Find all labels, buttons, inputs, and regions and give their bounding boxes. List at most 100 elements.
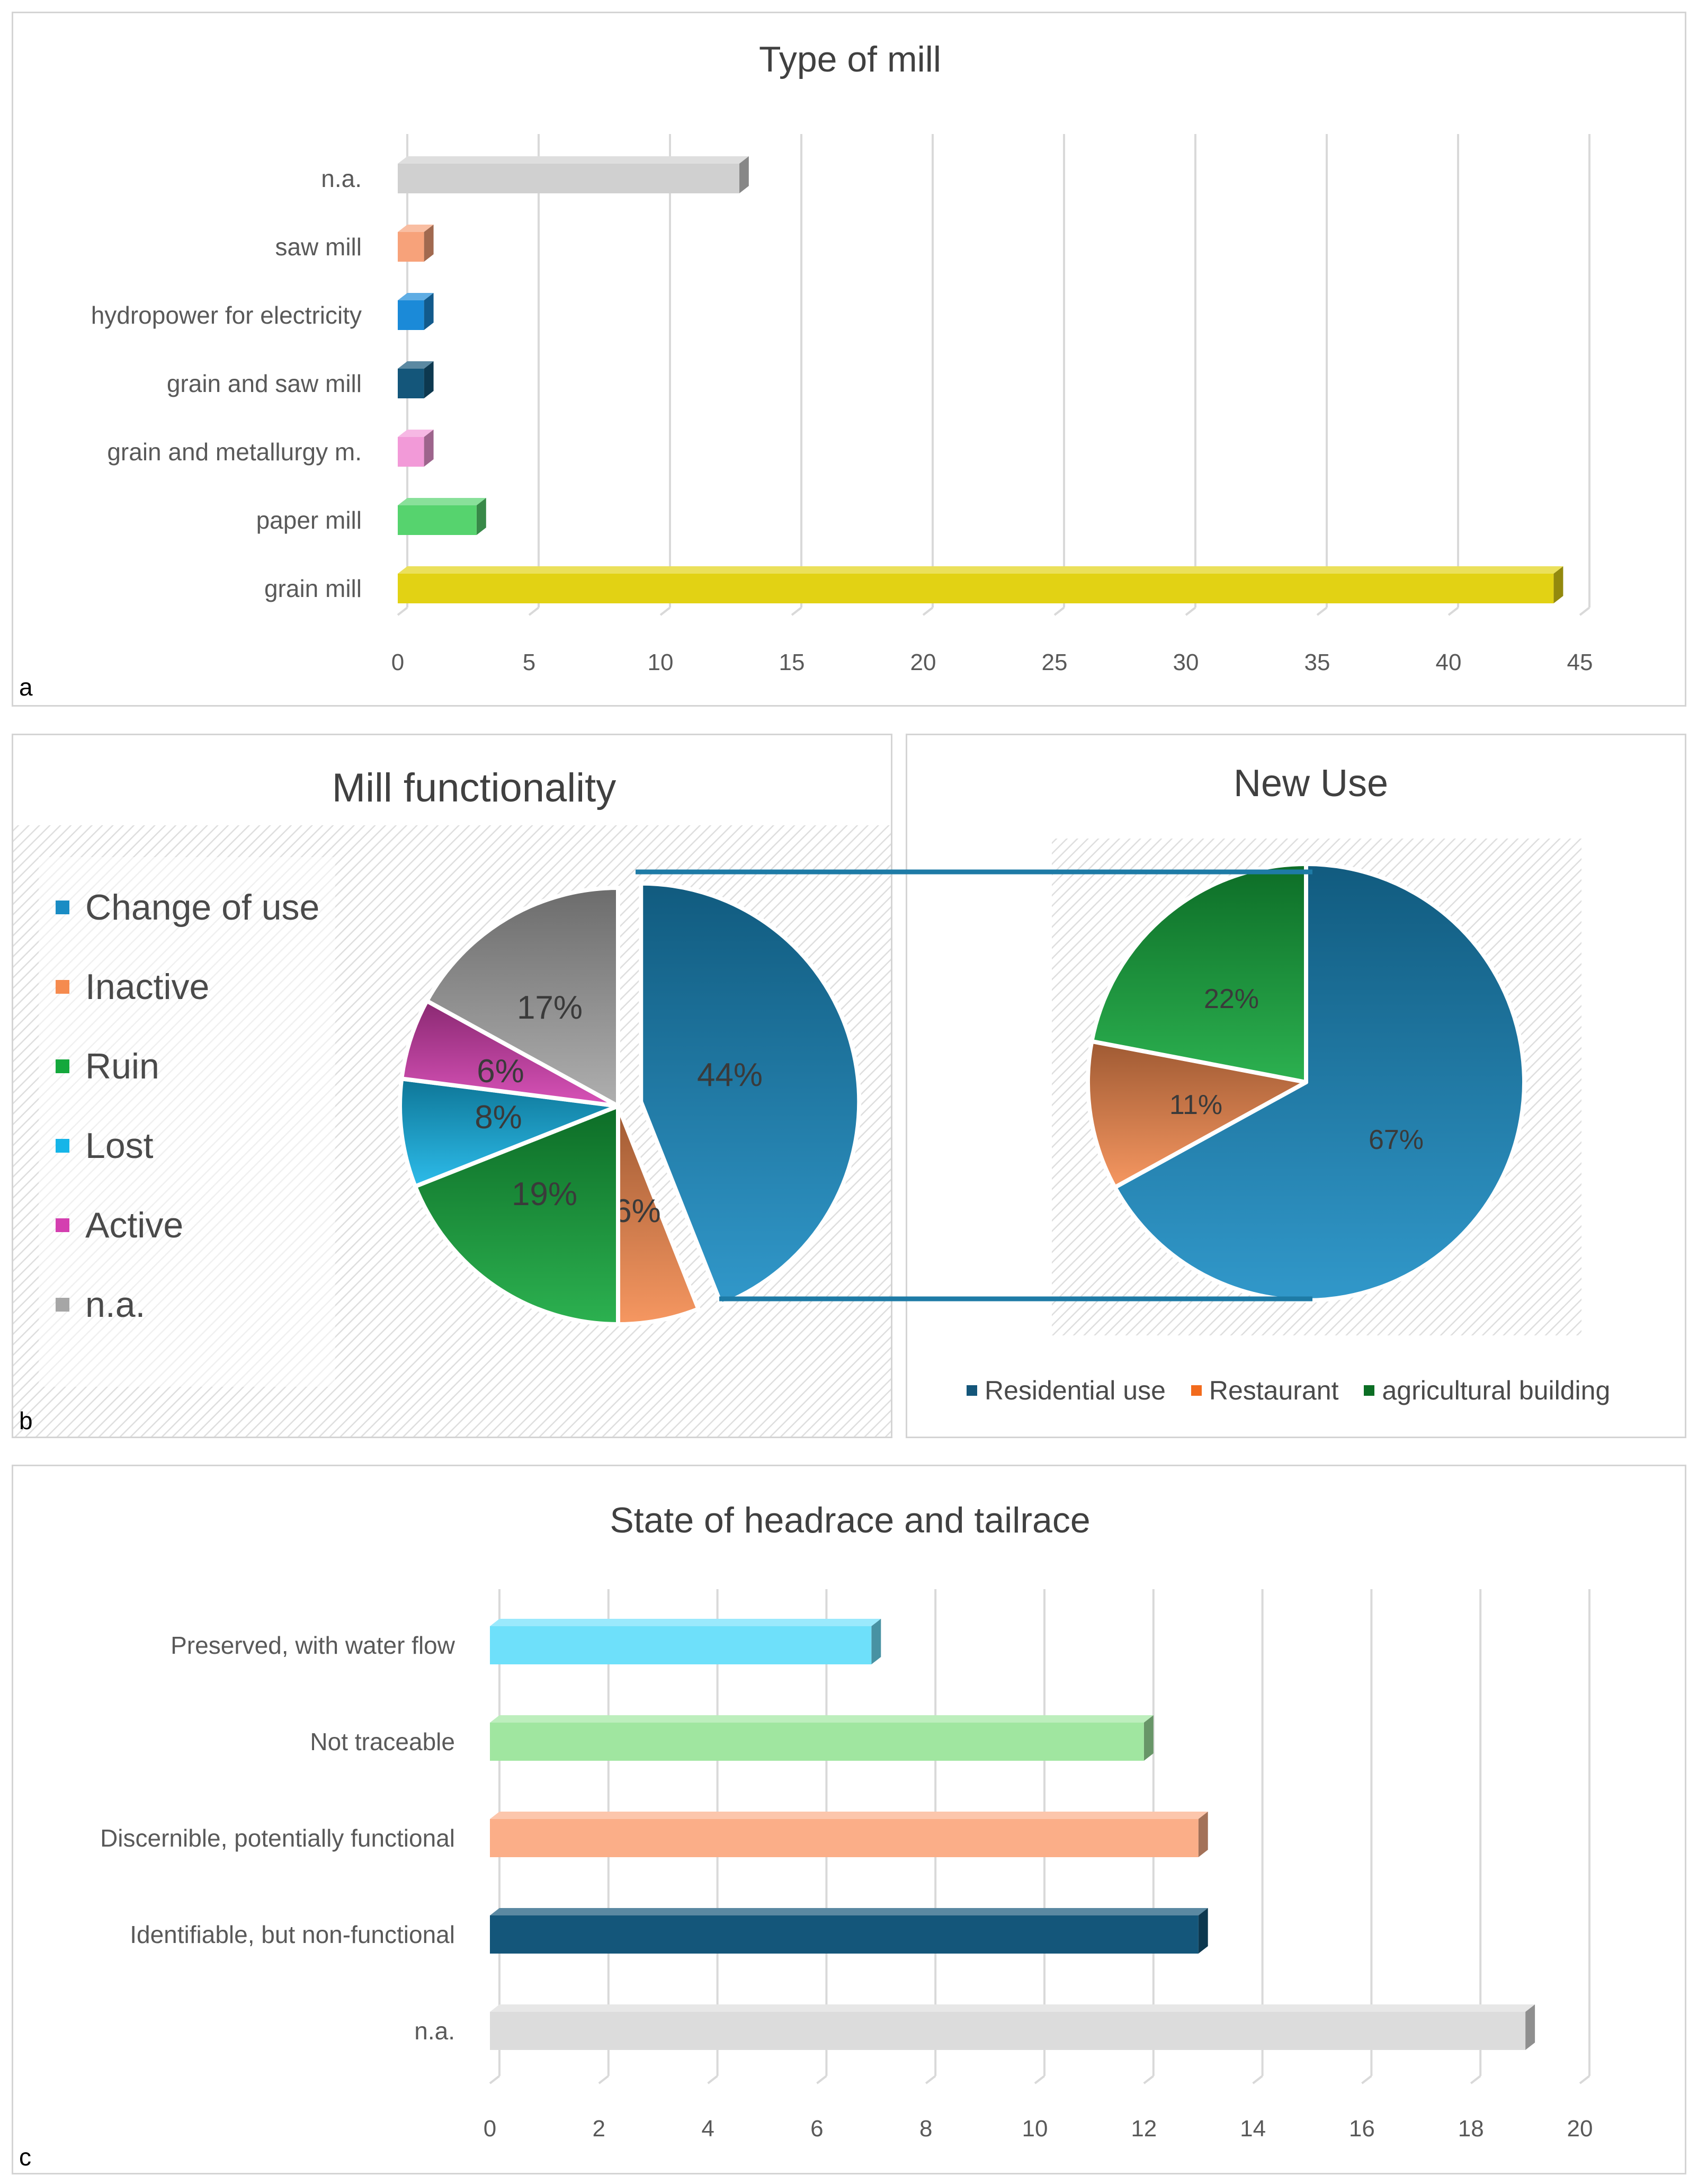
- x-tick-label: 5: [523, 649, 535, 675]
- gridline-floor: [397, 607, 408, 616]
- panel-letter-a: a: [19, 673, 33, 701]
- y-category-label: grain and metallurgy m.: [107, 438, 362, 466]
- gridline-floor: [1252, 2075, 1263, 2084]
- legend-label: n.a.: [85, 1285, 146, 1325]
- bar-top: [398, 156, 749, 164]
- legend-swatch: [1191, 1385, 1202, 1396]
- legend-swatch: [56, 1298, 69, 1312]
- mill-functionality-chart: Mill functionality 44% 6% 19% 8% 6% 17%: [13, 765, 891, 1437]
- bar-n-a: [490, 2012, 1526, 2050]
- x-tick-label: 15: [779, 649, 805, 675]
- gridline-floor: [1579, 2075, 1590, 2084]
- gridline-floor: [528, 607, 540, 616]
- legend-swatch: [56, 1218, 69, 1232]
- pie-slice-agricultural-building: [1089, 862, 1308, 1084]
- panel-letter-c: c: [19, 2143, 31, 2171]
- gridline-floor: [1053, 607, 1065, 616]
- panel-new-use: New Use 67% 11% 22% Residential use Restaura…: [906, 734, 1686, 1438]
- panel-state-of-headrace: State of headrace and tailrace 0 2 4 6 8 10 12 1…: [12, 1465, 1686, 2174]
- x-tick-label: 35: [1304, 649, 1330, 675]
- x-tick-label: 8: [919, 2116, 932, 2142]
- gridline-floor: [1316, 607, 1328, 616]
- x-tick-label: 20: [1567, 2116, 1593, 2142]
- bar-grain-mill: [398, 574, 1554, 603]
- gridline-floor: [925, 2075, 936, 2084]
- gridline-floor: [1579, 607, 1590, 616]
- y-category-label: Not traceable: [310, 1728, 455, 1755]
- bar-side: [1525, 2004, 1535, 2050]
- gridline-floor: [816, 2075, 827, 2084]
- y-category-label: grain mill: [264, 575, 362, 602]
- pie-slice-restaurant: [1086, 1039, 1308, 1190]
- new-use-chart: New Use 67% 11% 22%: [1052, 762, 1581, 1335]
- data-label: 19%: [512, 1176, 577, 1213]
- y-category-label: saw mill: [275, 233, 362, 261]
- chart-title: Type of mill: [759, 39, 941, 79]
- legend-item: Ruin: [56, 1027, 319, 1106]
- legend-label: Change of use: [85, 887, 320, 928]
- x-tick-label: 2: [593, 2116, 605, 2142]
- gridline-floor: [659, 607, 671, 616]
- bar-top: [398, 293, 434, 300]
- bar-top: [490, 1812, 1208, 1819]
- legend-swatch: [56, 1059, 69, 1073]
- legend-item: Lost: [56, 1106, 319, 1185]
- legend-label: Lost: [85, 1126, 154, 1166]
- pie-slice-n-a: [424, 886, 620, 1108]
- x-tick-label: 20: [910, 649, 936, 675]
- x-tick-label: 0: [391, 649, 404, 675]
- bar-side: [1198, 1908, 1208, 1954]
- bar-hydropower-for-electricity: [398, 300, 424, 330]
- data-label: 6%: [477, 1053, 524, 1090]
- pie-slice-active: [399, 999, 620, 1108]
- legend-swatch: [56, 901, 69, 914]
- panel-type-of-mill: Type of mill 0 5 10 15 20 25 30 35 40 45 n.a. saw mi…: [12, 12, 1686, 707]
- bar-top: [398, 498, 486, 505]
- data-label: 11%: [1169, 1090, 1222, 1120]
- pie-slice-inactive: [616, 1104, 701, 1326]
- pie-slice-change-of-use: [639, 881, 862, 1307]
- bar-top: [398, 566, 1563, 574]
- bar-top: [398, 225, 434, 232]
- y-category-label: paper mill: [256, 506, 362, 534]
- x-tick-label: 6: [810, 2116, 823, 2142]
- bar-top: [398, 430, 434, 437]
- bar-side: [424, 225, 434, 262]
- legend-label: Active: [85, 1205, 184, 1245]
- y-category-label: Discernible, potentially functional: [100, 1824, 455, 1852]
- data-label: 6%: [613, 1193, 661, 1229]
- bar-top: [398, 361, 434, 369]
- panel-letter-b: b: [19, 1407, 33, 1434]
- legend-label: Ruin: [85, 1046, 159, 1086]
- bar-top: [490, 1715, 1154, 1723]
- legend-item: Inactive: [56, 947, 319, 1027]
- chart-title: State of headrace and tailrace: [610, 1500, 1090, 1540]
- panel-mill-functionality: Mill functionality 44% 6% 19% 8% 6% 17% Change…: [12, 734, 892, 1438]
- bar-saw-mill: [398, 232, 424, 262]
- bar-side: [424, 430, 434, 467]
- bar-side: [424, 361, 434, 398]
- legend-item: agricultural building: [1364, 1375, 1610, 1406]
- bar-top: [490, 1908, 1208, 1915]
- x-tick-label: 25: [1042, 649, 1068, 675]
- legend-swatch: [967, 1385, 977, 1396]
- gridline-floor: [922, 607, 934, 616]
- bar-top: [490, 1619, 881, 1626]
- x-tick-label: 12: [1131, 2116, 1157, 2142]
- y-category-label: grain and saw mill: [167, 370, 362, 397]
- bar-side: [1143, 1715, 1154, 1761]
- bar-preserved-with-water-flow: [490, 1626, 872, 1664]
- x-tick-label: 40: [1436, 649, 1462, 675]
- y-category-label: hydropower for electricity: [91, 301, 362, 329]
- legend-item: Active: [56, 1185, 319, 1265]
- new-use-legend: Residential use Restaurant agricultural bu…: [967, 1375, 1636, 1406]
- y-category-label: Preserved, with water flow: [171, 1632, 455, 1659]
- gridline-floor: [1447, 607, 1459, 616]
- legend-label: agricultural building: [1382, 1376, 1611, 1405]
- bar-grain-and-saw-mill: [398, 369, 424, 398]
- x-tick-label: 45: [1567, 649, 1593, 675]
- bar-n-a: [398, 164, 739, 193]
- legend-label: Restaurant: [1209, 1376, 1339, 1405]
- gridline-floor: [1470, 2075, 1481, 2084]
- bar-paper-mill: [398, 505, 477, 535]
